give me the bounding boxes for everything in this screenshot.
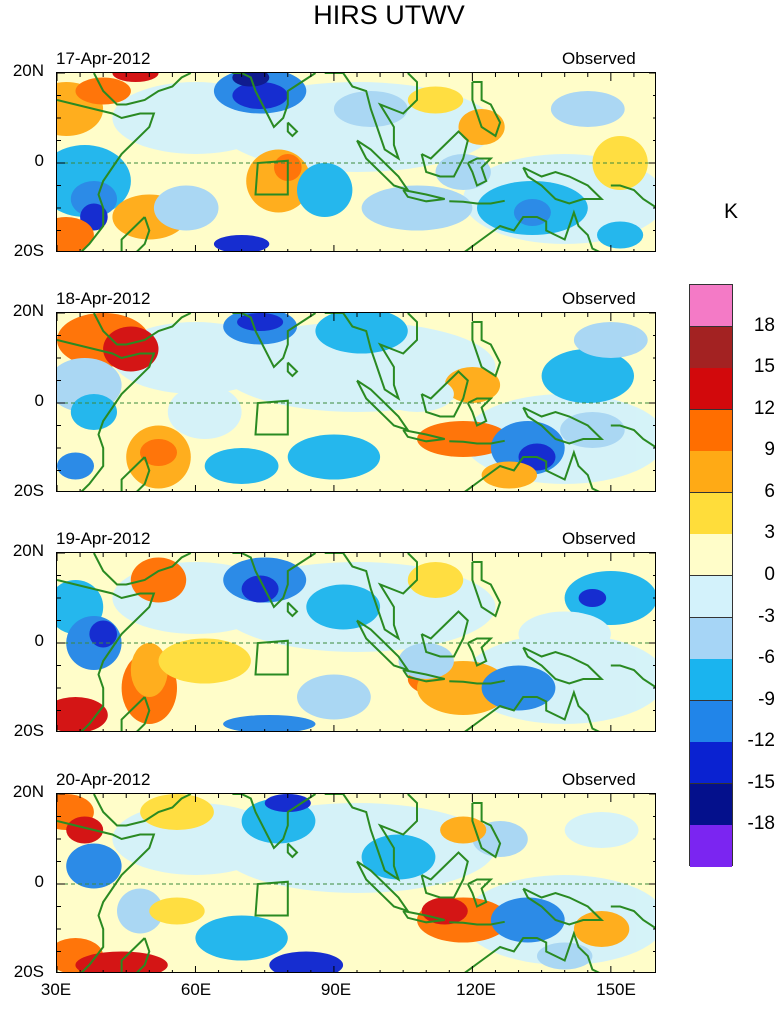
lon-label-30e: 30E (40, 980, 72, 999)
colorbar-tick-label: 0 (764, 564, 775, 585)
colorbar-segment (690, 825, 732, 868)
coastlines (57, 794, 655, 972)
colorbar-segment (690, 409, 732, 452)
colorbar-tick-label: -18 (747, 813, 775, 835)
anomaly-shading (57, 794, 655, 972)
colorbar (689, 284, 733, 868)
target-box (254, 399, 289, 436)
colorbar-segment (690, 742, 732, 785)
lon-label-120e: 120E (456, 980, 496, 999)
colorbar-segment (690, 659, 732, 702)
colorbar-segment (690, 368, 732, 411)
lat-label-20n: 20N (12, 782, 44, 801)
lat-label-20s: 20S (13, 962, 44, 981)
lon-label-90e: 90E (320, 980, 352, 999)
anomaly-map (57, 553, 655, 731)
anomaly-map (57, 794, 655, 972)
colorbar-segment (690, 700, 732, 743)
lat-label-20s: 20S (13, 241, 44, 260)
axis-ticks (57, 73, 655, 251)
lon-label-60e: 60E (180, 980, 212, 999)
lat-label-20s: 20S (13, 721, 44, 740)
colorbar-segment (690, 285, 732, 328)
colorbar-tick-label: 9 (764, 439, 775, 461)
colorbar-segment (690, 492, 732, 535)
coastlines (57, 553, 655, 731)
colorbar-segment (690, 534, 732, 577)
colorbar-tick-label: 3 (764, 522, 775, 544)
axis-ticks (57, 313, 655, 491)
panel-date: 18-Apr-2012 (56, 289, 151, 308)
colorbar-segment (690, 617, 732, 660)
colorbar-tick-label: 6 (764, 480, 775, 502)
lat-label-20n: 20N (12, 541, 44, 560)
colorbar-tick-label: -9 (758, 688, 775, 710)
colorbar-segment (690, 326, 732, 369)
anomaly-shading (57, 557, 655, 731)
lat-label-20n: 20N (12, 301, 44, 320)
coastlines (57, 73, 655, 251)
colorbar-tick-label: -3 (758, 605, 775, 627)
colorbar-tick-label: 18 (753, 314, 775, 336)
colorbar-tick-label: -6 (758, 647, 775, 669)
anomaly-map (57, 73, 655, 251)
colorbar-tick-label: 12 (753, 397, 775, 419)
target-box (254, 639, 289, 676)
axis-ticks (57, 553, 655, 731)
lat-label-20n: 20N (12, 61, 44, 80)
lon-label-150e: 150E (596, 980, 636, 999)
map-panel (56, 552, 656, 732)
colorbar-segment (690, 451, 732, 494)
map-panel (56, 72, 656, 252)
map-panel (56, 312, 656, 492)
colorbar-tick-label: -12 (747, 730, 775, 752)
target-box (254, 159, 289, 196)
lat-label-0: 0 (34, 631, 44, 650)
lat-label-20s: 20S (13, 481, 44, 500)
panel-status-label: Observed (562, 289, 636, 308)
colorbar-segment (690, 576, 732, 619)
chart-title: HIRS UTWV (313, 0, 465, 30)
lat-label-0: 0 (34, 872, 44, 891)
map-panel (56, 793, 656, 973)
colorbar-units: K (724, 200, 739, 223)
panel-date: 20-Apr-2012 (56, 770, 151, 789)
panel-status-label: Observed (562, 770, 636, 789)
target-box (254, 880, 289, 917)
colorbar-tick-label: 15 (753, 356, 775, 378)
lat-label-0: 0 (34, 151, 44, 170)
colorbar-tick-label: -15 (747, 771, 775, 793)
panel-date: 19-Apr-2012 (56, 529, 151, 548)
panel-status-label: Observed (562, 49, 636, 68)
coastlines (57, 313, 655, 491)
panel-status-label: Observed (562, 529, 636, 548)
lat-label-0: 0 (34, 391, 44, 410)
colorbar-segment (690, 783, 732, 826)
axis-ticks (57, 794, 655, 972)
anomaly-map (57, 313, 655, 491)
panel-date: 17-Apr-2012 (56, 49, 151, 68)
